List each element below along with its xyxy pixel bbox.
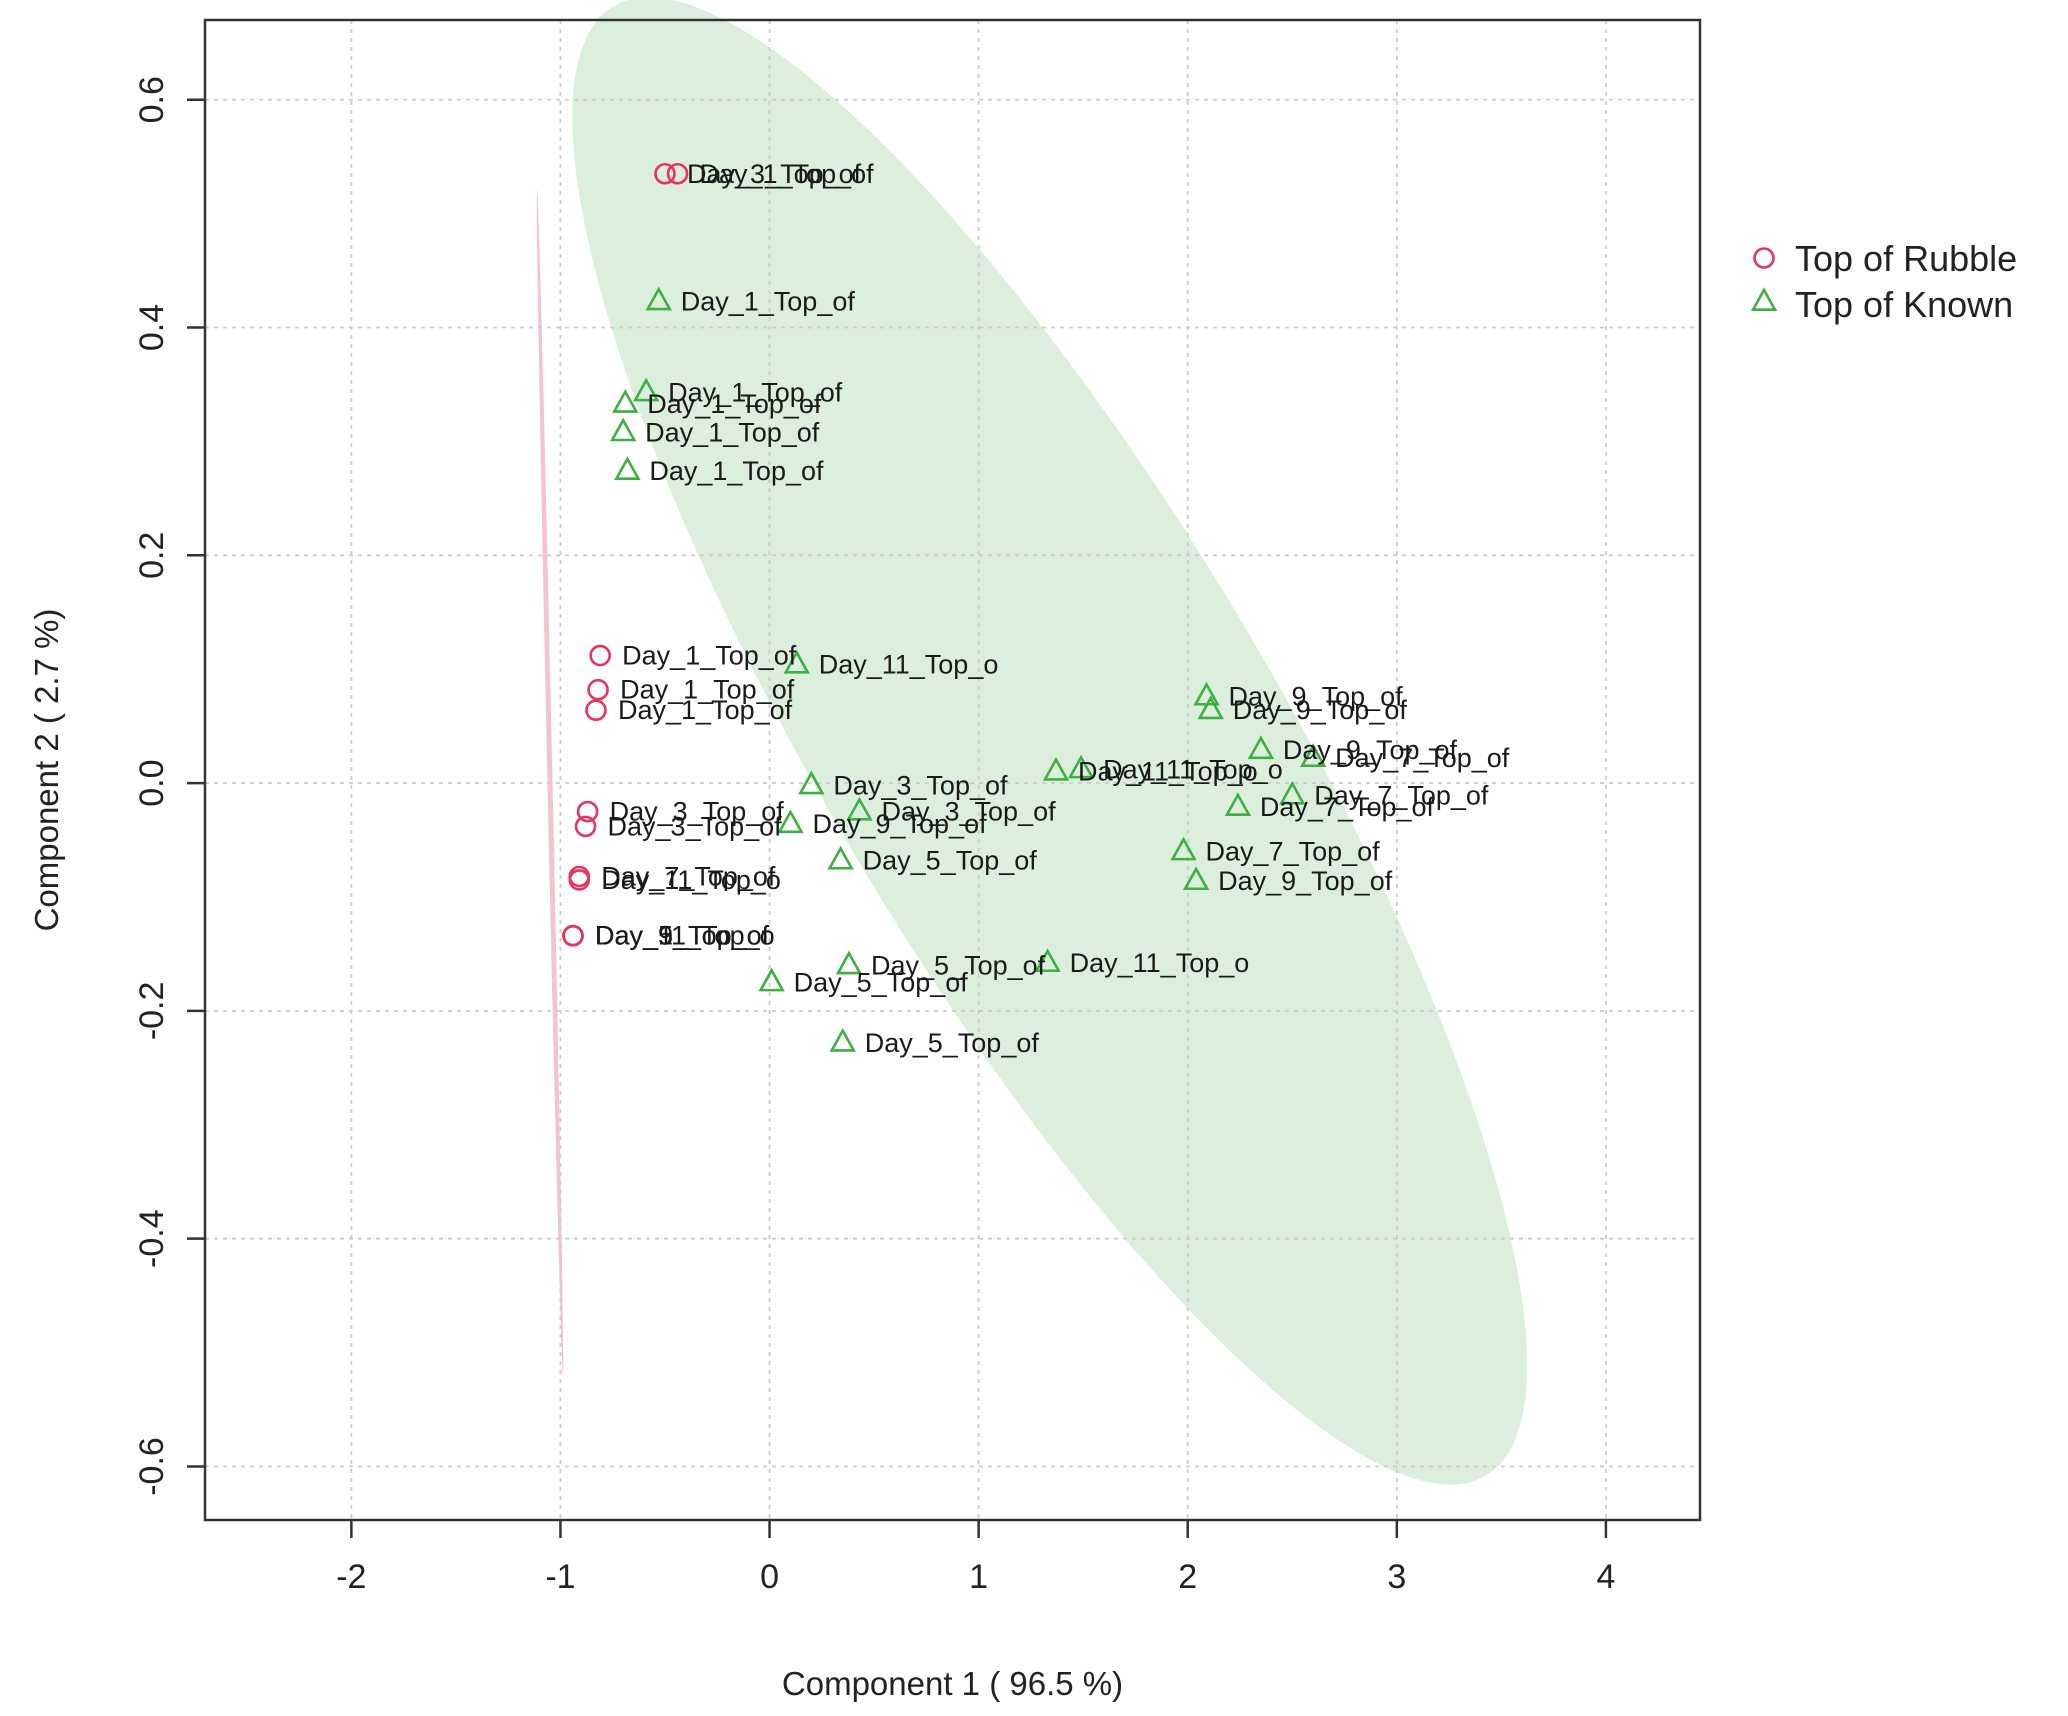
point-label: Day_9_Top_of [812,809,987,839]
point-label: Day_1_Top_of [700,159,875,189]
x-tick-label: 2 [1178,1558,1197,1596]
point-top-of-rubble [568,869,591,891]
x-axis-label: Component 1 ( 96.5 %) [782,1665,1123,1702]
legend-marker-top-of-known [1750,287,1778,311]
y-tick-label: 0.4 [133,304,171,351]
point-top-of-known [609,417,637,442]
point-label: Day_3_Top_of [833,770,1008,800]
x-tick-label: 3 [1387,1558,1406,1596]
point-top-of-known [614,456,641,481]
point-top-of-rubble [585,699,607,722]
point-label: Day_5_Top_of [871,950,1046,980]
x-tick-label: 4 [1596,1558,1615,1596]
point-label: Day_1_Top_of [622,641,797,671]
legend-entry-top-of-known: Top of Known [1795,284,2013,325]
point-label: Day_11_Top_o [1103,754,1283,784]
point-label: Day_7_Top_of [1260,792,1435,822]
point-top-of-known [1182,866,1210,891]
point-top-of-rubble [589,644,611,667]
point-top-of-known [798,770,825,795]
point-label: Day_9_Top_of [1229,682,1404,712]
point-label: Day_7_Top_of [1314,781,1489,811]
point-top-of-known [612,389,639,413]
point-label: Day_7_Top_of [601,861,776,891]
point-label: Day_11_Top_o [819,650,999,680]
point-label: Day_9_Top_of [1218,866,1393,896]
y-tick-label: -0.6 [133,1437,171,1496]
point-label: Day_3_Top_of [687,159,862,189]
point-label: Day_5_Top_of [863,846,1038,876]
point-label: Day_1_Top_of [668,377,843,407]
ellipse-top-of-known [572,0,1528,1485]
y-axis-label: Component 2 ( 2.7 %) [28,609,65,932]
axes: -2 -1 0 1 2 3 4 -0.6 -0.4 -0.2 0.0 0.2 0.4 0.6 [133,76,1615,1596]
point-label: Day_9_Top_of [1233,695,1408,725]
point-label: Day_5_Top_of [794,967,969,997]
data-points [562,162,1327,1052]
point-top-of-known [827,845,854,870]
point-top-of-known [1224,792,1252,817]
point-top-of-known [829,1028,856,1052]
y-tick-label: 0.6 [133,76,171,123]
legend-marker-top-of-rubble [1753,247,1775,269]
point-top-of-rubble [574,815,597,838]
x-tick-label: 1 [969,1558,988,1596]
point-label: Day_7_Top_of [1206,836,1381,866]
point-top-of-known [1299,743,1327,768]
plot-frame [203,18,1702,1522]
point-top-of-rubble [666,162,689,185]
point-label: Day_11_Top_o [1078,757,1258,787]
y-tick-label: -0.4 [133,1209,171,1268]
point-label: Day_5_Top_of [865,1028,1040,1058]
point-top-of-rubble [587,678,609,701]
point-top-of-known [777,809,804,834]
x-tick-label: -2 [336,1558,366,1596]
point-label: Day_1_Top_of [618,695,793,725]
y-tick-label: 0.2 [133,532,171,579]
point-top-of-known [1067,754,1095,779]
point-top-of-known [1042,756,1070,781]
point-label: Day_9_Top_of [1283,735,1458,765]
point-top-of-known [632,377,660,402]
grid-lines [205,20,1700,1520]
point-label: Day_3_Top_of [610,797,785,827]
point-top-of-known [783,649,810,674]
point-label: Day_1_Top_of [647,389,822,419]
point-label: Day_3_Top_of [881,797,1056,827]
point-label: Day_11_Top_o [1070,948,1250,978]
point-label: Day_1_Top_of [649,456,824,486]
point-label: Day_1_Top_of [681,286,856,316]
point-top-of-known [758,967,785,992]
point-label: Day_3_Top_of [608,811,783,841]
point-top-of-known [1279,780,1306,805]
point-label: Day_11_Top_o [595,921,775,951]
point-top-of-rubble [654,162,676,185]
point-top-of-known [835,950,863,975]
x-tick-label: -1 [545,1558,575,1596]
point-top-of-known [1197,695,1224,720]
point-labels: Day_3_Top_ofDay_1_Top_ofDay_1_Top_ofDay_… [595,159,1510,1058]
x-tick-label: 0 [760,1558,779,1596]
point-label: Day_11_Top_o [601,865,781,895]
point-top-of-known [1170,836,1197,861]
point-label: Day_1_Top_of [645,417,820,447]
legend: Top of Rubble Top of Known [1750,238,2017,325]
point-top-of-known [1034,948,1061,973]
point-top-of-known [1247,735,1275,760]
legend-entry-top-of-rubble: Top of Rubble [1795,238,2017,279]
point-top-of-known [846,796,873,821]
point-top-of-rubble [562,924,584,947]
y-tick-label: -0.2 [133,982,171,1041]
point-label: Day_5_Top_of [595,921,770,951]
point-top-of-rubble [576,800,599,823]
point-top-of-known [645,286,672,311]
y-tick-label: 0.0 [133,759,171,806]
point-label: Day_7_Top_of [1335,743,1510,773]
point-label: Day_9_Top_of [595,921,770,951]
point-label: Day_1_Top_of [620,675,795,705]
